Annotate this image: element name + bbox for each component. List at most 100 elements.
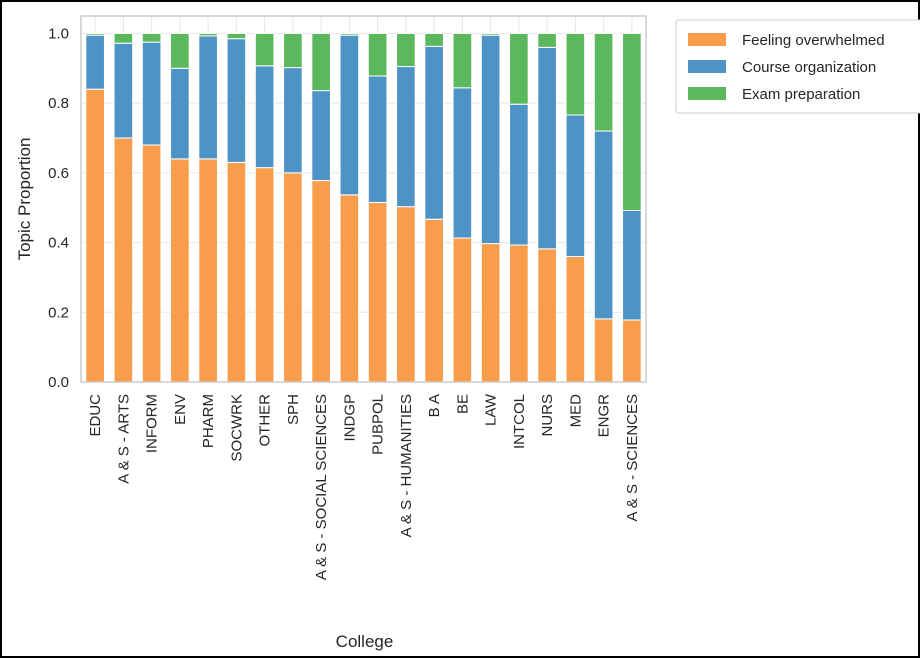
bar-segment (565, 114, 586, 258)
x-tick-label: SPH (285, 394, 302, 425)
bar-segment (198, 158, 218, 383)
bar-segment (367, 201, 388, 383)
bar-segment (170, 67, 190, 160)
bar-segment (396, 66, 416, 208)
bar-segment (85, 34, 105, 90)
bar-segment (113, 137, 134, 383)
bar-segment (565, 256, 586, 383)
x-tick-label: SOCWRK (228, 394, 245, 462)
bar-segment (226, 161, 247, 383)
plot-border (80, 15, 647, 383)
x-tick-label: OTHER (257, 394, 274, 447)
bar-segment (339, 32, 360, 36)
legend-entry: Course organization (742, 59, 876, 76)
y-tick-label: 0.8 (48, 95, 69, 112)
bar-segment (537, 32, 557, 48)
bar-segment (565, 32, 586, 116)
bar-segment (85, 88, 105, 383)
bar-segment (141, 41, 162, 146)
bar-segment (509, 103, 529, 246)
bar-segment (254, 32, 275, 67)
bar-segment (509, 244, 529, 383)
bar-segment (622, 210, 642, 321)
legend-swatch (688, 33, 726, 46)
x-tick-label: BE (454, 394, 471, 414)
y-tick-label: 0.0 (48, 374, 69, 391)
legend-entry: Exam preparation (742, 86, 860, 103)
bar-segment (170, 32, 190, 69)
bar-segment (593, 32, 614, 132)
legend-swatch (688, 60, 726, 73)
bar-segment (593, 130, 614, 320)
bar-segment (537, 46, 557, 250)
x-tick-label: INFORM (144, 394, 161, 453)
x-tick-label: PUBPOL (370, 394, 387, 455)
bar-segment (311, 180, 331, 383)
legend-swatch (688, 87, 726, 100)
legend-box (675, 19, 920, 114)
grid-lines (81, 16, 646, 383)
bar-segment (141, 32, 162, 43)
legend: Feeling overwhelmed Course organization Ex… (675, 19, 920, 114)
x-tick-label: A & S - ARTS (115, 394, 132, 484)
bar-segment (396, 32, 416, 68)
x-tick-label: A & S - SOCIAL SCIENCES (313, 394, 330, 580)
bar-segment (452, 237, 473, 383)
legend-entry: Feeling overwhelmed (742, 32, 885, 49)
bar-segment (198, 35, 218, 160)
x-tick-label: LAW (483, 393, 500, 426)
y-tick-label: 0.2 (48, 304, 69, 321)
x-axis-label: College (336, 632, 394, 651)
bar-segment (339, 194, 360, 383)
bar-segment (509, 32, 529, 105)
bar-segment (170, 158, 190, 383)
x-tick-label: B A (426, 394, 443, 417)
bar-segment (622, 319, 642, 383)
bar-segment (593, 318, 614, 383)
x-tick-label: INDGP (341, 394, 358, 442)
bar-segment (283, 32, 303, 69)
bar-segment (396, 206, 416, 383)
bar-segment (254, 167, 275, 383)
x-tick-label: ENGR (596, 394, 613, 438)
bar-segment (283, 67, 303, 174)
x-tick-label: A & S - HUMANITIES (398, 394, 415, 537)
x-tick-labels: EDUC A & S - ARTS INFORM ENV PHARM SOCWRK OTHE… (87, 393, 641, 580)
bar-segment (254, 65, 275, 169)
bar-segment (452, 32, 473, 89)
bar-segment (452, 87, 473, 239)
bar-segment (198, 32, 218, 37)
x-tick-label: NURS (539, 394, 556, 437)
bar-segment (113, 42, 134, 139)
bar-segment (311, 90, 331, 182)
bar-segment (226, 38, 247, 163)
x-tick-label: INTCOL (511, 394, 528, 449)
y-axis-label: Topic Proportion (15, 138, 34, 261)
bar-segment (367, 32, 388, 77)
bar-segment (424, 45, 444, 220)
bar-segment (367, 75, 388, 203)
y-tick-labels: 0.0 0.2 0.4 0.6 0.8 1.0 (48, 25, 69, 391)
bars (85, 32, 642, 383)
bar-segment (141, 144, 162, 383)
y-tick-label: 0.6 (48, 165, 69, 182)
bar-segment (480, 34, 501, 245)
y-tick-label: 0.4 (48, 235, 69, 252)
bar-segment (424, 218, 444, 383)
bar-segment (622, 32, 642, 212)
y-tick-label: 1.0 (48, 25, 69, 42)
bar-segment (226, 32, 247, 40)
x-tick-label: EDUC (87, 394, 104, 437)
bar-segment (339, 34, 360, 196)
bar-segment (424, 32, 444, 47)
x-tick-label: PHARM (200, 394, 217, 448)
bar-segment (537, 248, 557, 383)
bar-segment (85, 32, 105, 36)
bar-segment (113, 32, 134, 44)
bar-segment (283, 172, 303, 383)
bar-segment (480, 243, 501, 383)
x-tick-label: A & S - SCIENCES (624, 394, 641, 522)
bar-segment (480, 32, 501, 36)
